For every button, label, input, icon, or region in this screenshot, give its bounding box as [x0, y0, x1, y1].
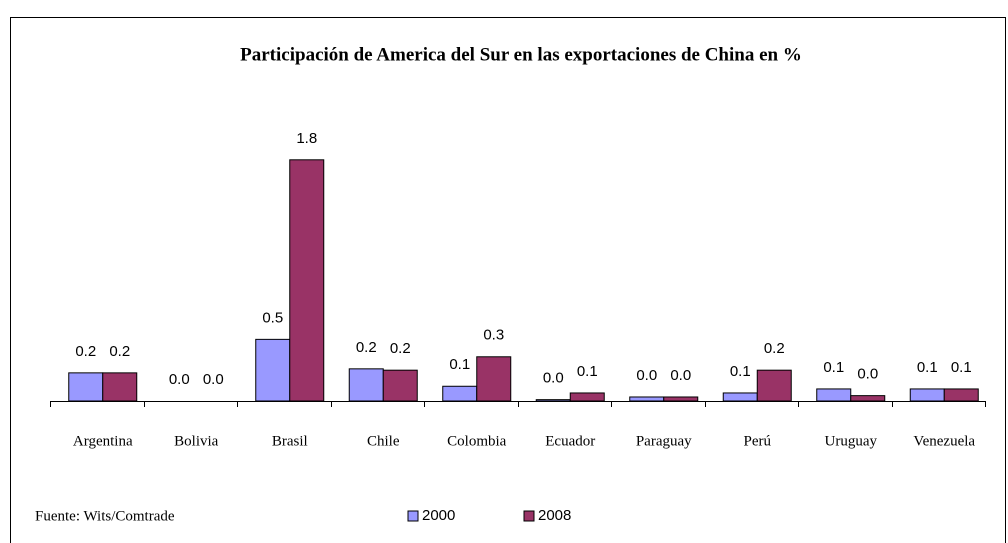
legend-label: 2000 — [422, 507, 455, 524]
bar — [535, 399, 571, 402]
x-tick-label: Paraguay — [636, 433, 692, 449]
legend-swatch — [523, 510, 535, 522]
data-label: 0.3 — [483, 327, 504, 344]
data-label: 0.2 — [764, 340, 785, 357]
bar — [816, 388, 852, 402]
x-tick-label: Argentina — [73, 433, 133, 449]
bar — [756, 369, 792, 402]
data-label: 0.0 — [636, 367, 657, 384]
data-label: 0.5 — [262, 309, 283, 326]
data-label: 0.1 — [951, 359, 972, 376]
data-label: 0.0 — [203, 371, 224, 388]
data-label: 0.2 — [356, 339, 377, 356]
data-label: 0.1 — [577, 363, 598, 380]
data-label: 0.0 — [543, 370, 564, 387]
x-tick-label: Chile — [367, 433, 400, 449]
data-label: 0.1 — [823, 359, 844, 376]
data-label: 0.0 — [169, 371, 190, 388]
data-label: 0.2 — [390, 340, 411, 357]
data-label: 0.2 — [75, 343, 96, 360]
bar — [348, 368, 384, 402]
bar — [909, 388, 945, 402]
bar — [102, 372, 138, 402]
x-tick-label: Perú — [744, 433, 772, 449]
x-tick-label: Venezuela — [913, 433, 975, 449]
bar — [629, 396, 665, 402]
bar — [255, 338, 291, 402]
x-tick-label: Bolivia — [174, 433, 219, 449]
bar — [476, 356, 512, 402]
chart-border — [10, 17, 1006, 543]
bar — [442, 385, 478, 402]
bar — [663, 396, 699, 402]
x-tick-label: Colombia — [447, 433, 507, 449]
data-label: 0.0 — [857, 366, 878, 383]
bar — [943, 388, 979, 402]
data-label: 0.1 — [917, 359, 938, 376]
chart-title: Participación de America del Sur en las … — [240, 44, 802, 65]
data-label: 0.0 — [670, 367, 691, 384]
data-label: 0.2 — [109, 343, 130, 360]
bar — [289, 159, 325, 402]
bar — [850, 395, 886, 402]
bar — [68, 372, 104, 402]
x-tick-label: Ecuador — [545, 433, 595, 449]
source: Fuente: Wits/Comtrade — [35, 508, 175, 524]
data-label: 1.8 — [296, 130, 317, 147]
bar — [722, 392, 758, 402]
x-tick-label: Brasil — [272, 433, 308, 449]
legend-label: 2008 — [538, 507, 571, 524]
legend-swatch — [407, 510, 419, 522]
data-label: 0.1 — [449, 356, 470, 373]
x-tick-label: Uruguay — [825, 433, 878, 449]
bar — [382, 369, 418, 402]
bar — [569, 392, 605, 402]
data-label: 0.1 — [730, 363, 751, 380]
